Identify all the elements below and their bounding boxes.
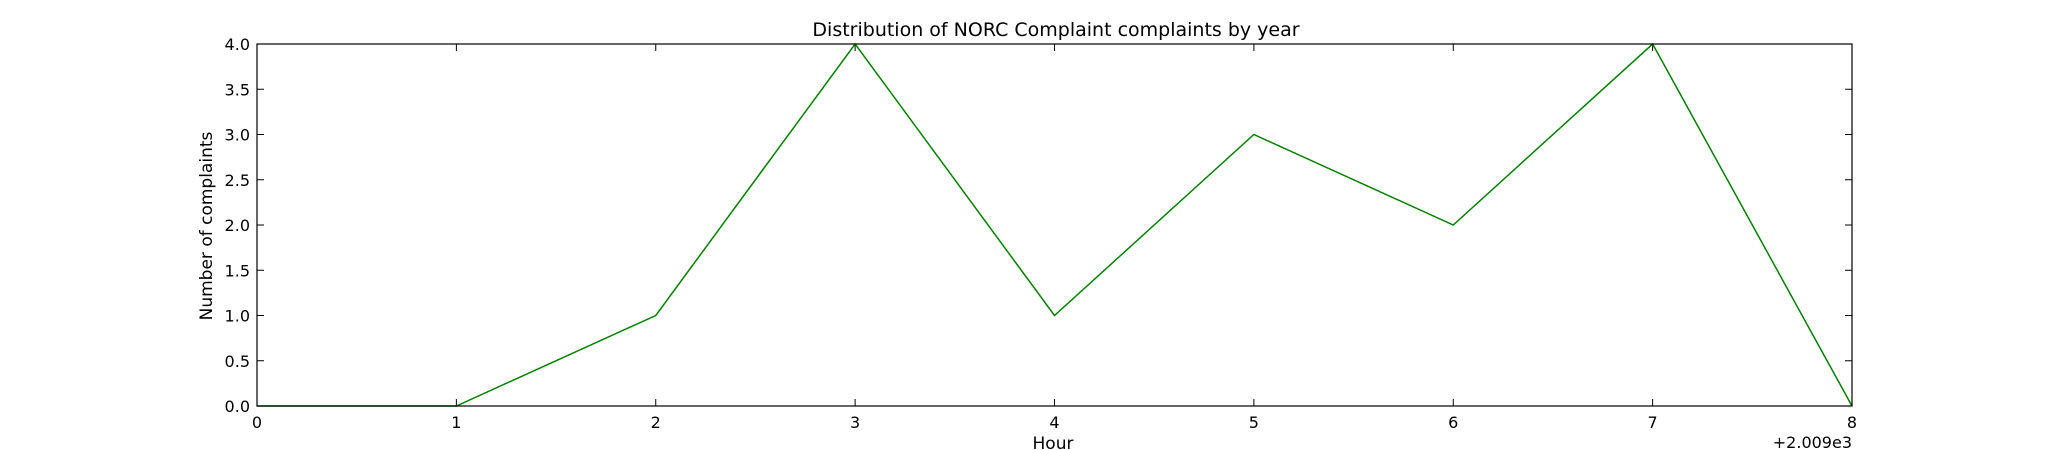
x-tick-label: 1 xyxy=(451,413,461,432)
x-tick-label: 8 xyxy=(1847,413,1857,432)
plot-area: 0 1 2 3 4 5 6 7 8 0.0 0.5 1.0 1.5 2.0 2.5 3.0 3.5 4.0 xyxy=(225,35,1858,432)
x-tick-label: 6 xyxy=(1448,413,1458,432)
x-tick-label: 2 xyxy=(651,413,661,432)
x-tick-label: 3 xyxy=(850,413,860,432)
chart-title: Distribution of NORC Complaint complaint… xyxy=(812,19,1299,41)
x-tick-label: 0 xyxy=(252,413,262,432)
x-tick-label: 7 xyxy=(1648,413,1658,432)
plot-frame xyxy=(256,43,1853,407)
y-axis-label: Number of complaints xyxy=(197,131,217,320)
x-tick-label: 5 xyxy=(1249,413,1259,432)
y-tick-label: 0.5 xyxy=(225,352,250,371)
y-tick-label: 0.0 xyxy=(225,397,250,416)
x-axis-label: Hour xyxy=(1033,434,1074,450)
x-tick-label: 4 xyxy=(1049,413,1059,432)
y-tick-label: 2.0 xyxy=(225,216,250,235)
series-line xyxy=(257,42,1853,407)
y-tick-label: 3.5 xyxy=(225,80,250,99)
y-tick-label: 1.5 xyxy=(225,261,250,280)
y-tick-label: 3.0 xyxy=(225,126,250,145)
y-tick-label: 2.5 xyxy=(225,171,250,190)
y-tick-label: 4.0 xyxy=(225,35,250,54)
x-axis-offset-label: +2.009e3 xyxy=(1773,433,1852,450)
y-tick-label: 1.0 xyxy=(225,307,250,326)
